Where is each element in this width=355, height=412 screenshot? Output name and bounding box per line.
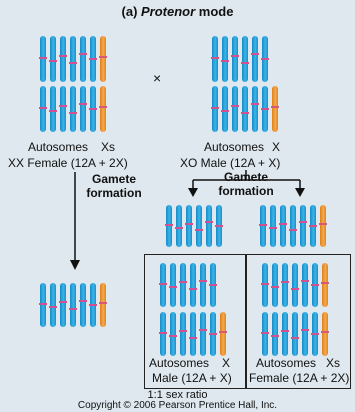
- autosome: [69, 283, 77, 327]
- autosome: [209, 312, 217, 356]
- autosome: [301, 312, 309, 356]
- autosome: [179, 312, 187, 356]
- male-sex-label: X: [272, 140, 281, 154]
- autosome: [89, 283, 97, 327]
- autosome: [279, 205, 287, 247]
- autosome: [261, 263, 269, 307]
- autosome: [299, 205, 307, 247]
- autosome: [69, 36, 77, 82]
- autosome: [251, 86, 259, 132]
- x-chromosome: [319, 205, 327, 247]
- autosome: [221, 86, 229, 132]
- cross-symbol: ×: [153, 70, 162, 86]
- autosome: [195, 205, 203, 247]
- offspring-male-caption: Male (12A + X): [152, 371, 232, 385]
- autosome: [69, 86, 77, 132]
- autosome: [289, 205, 297, 247]
- female-autosomes-label: Autosomes: [28, 140, 89, 154]
- female-arrow: [70, 172, 80, 270]
- autosome: [189, 263, 197, 307]
- autosome: [291, 263, 299, 307]
- autosome: [231, 36, 239, 82]
- autosome: [169, 263, 177, 307]
- autosome: [89, 36, 97, 82]
- autosome: [79, 283, 87, 327]
- x-chromosome: [321, 263, 329, 307]
- x-chromosome: [219, 312, 227, 356]
- autosome: [59, 36, 67, 82]
- female-caption: XX Female (12A + 2X): [8, 156, 128, 170]
- male-autosomes-label: Autosomes: [204, 140, 265, 154]
- offspring-female-box: [245, 254, 351, 389]
- x-chromosome: [271, 86, 279, 132]
- offspring-male-autosomes-label: Autosomes: [149, 356, 210, 370]
- autosome: [169, 312, 177, 356]
- autosome: [59, 283, 67, 327]
- offspring-female-caption: Female (12A + 2X): [249, 371, 350, 385]
- autosome: [209, 263, 217, 307]
- autosome: [309, 205, 317, 247]
- autosome: [165, 205, 173, 247]
- x-chromosome: [321, 312, 329, 356]
- autosome: [211, 86, 219, 132]
- autosome: [49, 36, 57, 82]
- autosome: [271, 312, 279, 356]
- autosome: [281, 263, 289, 307]
- autosome: [159, 312, 167, 356]
- autosome: [199, 312, 207, 356]
- female-sex-label: Xs: [101, 140, 116, 154]
- autosome: [179, 263, 187, 307]
- autosome: [189, 312, 197, 356]
- autosome: [311, 263, 319, 307]
- autosome: [39, 86, 47, 132]
- autosome: [49, 86, 57, 132]
- autosome: [59, 86, 67, 132]
- sex-ratio-label: 1:1 sex ratio: [147, 389, 208, 401]
- autosome: [241, 36, 249, 82]
- autosome: [261, 86, 269, 132]
- autosome: [271, 263, 279, 307]
- autosome: [89, 86, 97, 132]
- autosome: [259, 205, 267, 247]
- offspring-male-box: [144, 254, 247, 389]
- autosome: [49, 283, 57, 327]
- male-split-arrow: [188, 170, 305, 197]
- autosome: [79, 36, 87, 82]
- autosome: [251, 36, 259, 82]
- autosome: [205, 205, 213, 247]
- autosome: [79, 86, 87, 132]
- gamete-formation-label-female: Gamete formation: [86, 172, 142, 200]
- autosome: [311, 312, 319, 356]
- autosome: [291, 312, 299, 356]
- copyright-text: Copyright © 2006 Pearson Prentice Hall, …: [77, 400, 278, 411]
- title-italic: Protenor: [141, 4, 196, 19]
- autosome: [199, 263, 207, 307]
- x-chromosome: [99, 36, 107, 82]
- offspring-male-sex-label: X: [222, 356, 231, 370]
- male-caption: XO Male (12A + X): [180, 156, 281, 170]
- autosome: [301, 263, 309, 307]
- autosome: [269, 205, 277, 247]
- autosome: [241, 86, 249, 132]
- autosome: [215, 205, 223, 247]
- autosome: [261, 36, 269, 82]
- autosome: [261, 312, 269, 356]
- autosome: [211, 36, 219, 82]
- autosome: [231, 86, 239, 132]
- autosome: [185, 205, 193, 247]
- autosome: [221, 36, 229, 82]
- autosome: [175, 205, 183, 247]
- autosome: [39, 36, 47, 82]
- diagram-title: (a) Protenor mode: [121, 4, 234, 19]
- x-chromosome: [99, 86, 107, 132]
- autosome: [39, 283, 47, 327]
- offspring-female-sex-label: Xs: [326, 356, 341, 370]
- x-chromosome: [99, 283, 107, 327]
- offspring-female-autosomes-label: Autosomes: [256, 356, 317, 370]
- autosome: [281, 312, 289, 356]
- autosome: [159, 263, 167, 307]
